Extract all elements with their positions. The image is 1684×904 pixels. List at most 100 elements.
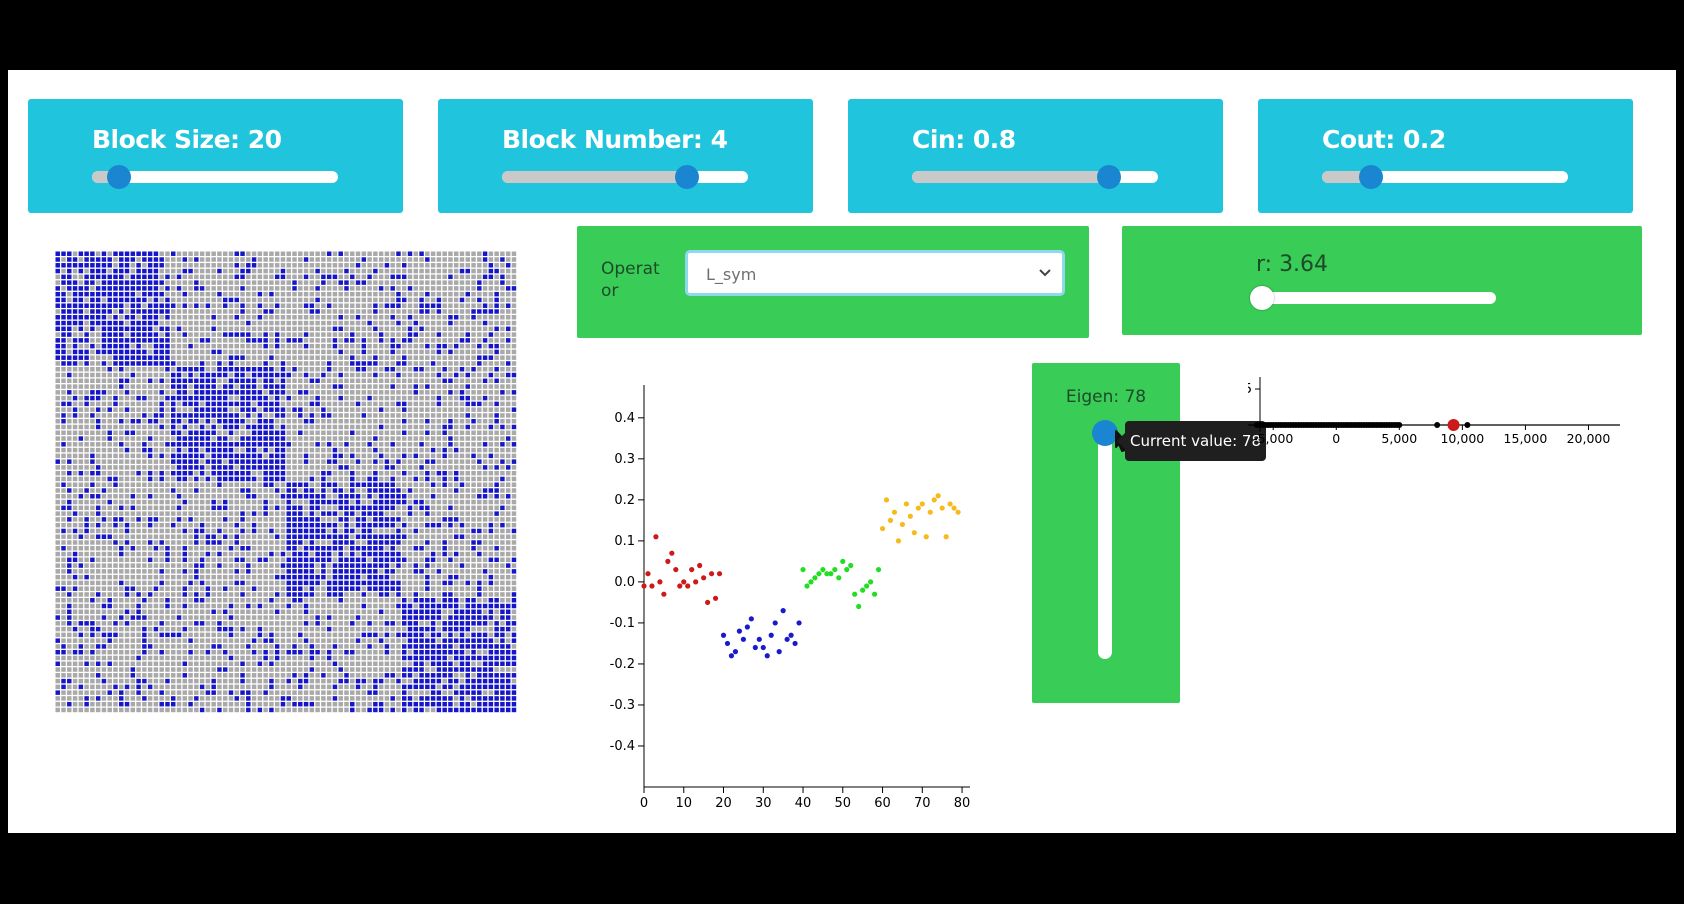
matrix-cell (471, 540, 476, 545)
matrix-cell (274, 395, 280, 401)
matrix-cell (263, 303, 268, 308)
matrix-cell (338, 395, 343, 401)
matrix-cell (240, 309, 245, 314)
matrix-cell (188, 309, 193, 314)
matrix-cell (494, 401, 499, 407)
matrix-cell (425, 447, 430, 453)
matrix-cell (477, 482, 482, 487)
block-size-slider[interactable] (92, 165, 338, 189)
slider-thumb[interactable] (674, 165, 699, 189)
matrix-cell (165, 540, 170, 545)
matrix-cell (188, 465, 193, 470)
matrix-cell (228, 367, 234, 372)
matrix-cell (430, 424, 436, 430)
matrix-cell (61, 361, 66, 366)
matrix-cell (176, 268, 182, 274)
matrix-cell (378, 442, 384, 447)
matrix-cell (84, 580, 89, 586)
slider-thumb[interactable] (107, 165, 132, 189)
matrix-cell (425, 395, 430, 401)
matrix-cell (373, 274, 378, 280)
matrix-cell (459, 332, 465, 337)
matrix-cell (222, 424, 228, 430)
matrix-cell (176, 488, 182, 493)
matrix-cell (500, 303, 505, 308)
matrix-cell (228, 511, 234, 516)
matrix-cell (72, 592, 78, 597)
matrix-cell (159, 407, 164, 412)
matrix-cell (61, 384, 66, 389)
matrix-cell (171, 546, 176, 551)
slider-track[interactable] (1322, 171, 1568, 183)
matrix-cell (228, 349, 234, 355)
matrix-cell (136, 511, 141, 516)
matrix-cell (471, 574, 476, 580)
slider-thumb[interactable] (1359, 165, 1384, 189)
matrix-cell (205, 291, 211, 297)
matrix-cell (142, 251, 147, 256)
matrix-cell (482, 280, 488, 285)
cin-slider[interactable] (912, 165, 1158, 189)
matrix-cell (147, 309, 153, 314)
matrix-cell (205, 257, 211, 262)
matrix-cell (373, 280, 378, 285)
matrix-cell (246, 598, 251, 603)
matrix-cell (448, 557, 453, 563)
matrix-cell (222, 349, 228, 355)
matrix-cell (84, 453, 89, 459)
matrix-cell (84, 598, 89, 603)
matrix-cell (419, 332, 424, 337)
matrix-cell (234, 528, 239, 534)
matrix-cell (234, 418, 239, 424)
slider-track[interactable] (92, 171, 338, 183)
matrix-cell (367, 257, 372, 262)
matrix-cell (263, 297, 268, 303)
matrix-cell (384, 494, 390, 499)
block-number-slider[interactable] (502, 165, 748, 189)
matrix-cell (142, 574, 147, 580)
matrix-cell (419, 355, 424, 360)
matrix-cell (448, 251, 453, 256)
matrix-cell (361, 378, 367, 384)
matrix-cell (494, 395, 499, 401)
matrix-cell (361, 401, 367, 407)
matrix-cell (419, 453, 424, 459)
matrix-cell (55, 511, 60, 516)
matrix-cell (511, 551, 517, 557)
matrix-cell (500, 453, 505, 459)
matrix-cell (477, 442, 482, 447)
matrix-cell (84, 407, 89, 412)
matrix-cell (240, 534, 245, 539)
matrix-cell (298, 447, 303, 453)
matrix-cell (194, 297, 199, 303)
matrix-cell (269, 540, 274, 545)
matrix-cell (511, 522, 517, 528)
matrix-cell (113, 424, 118, 430)
matrix-cell (309, 355, 315, 360)
matrix-cell (471, 263, 476, 268)
matrix-cell (101, 476, 107, 482)
matrix-cell (246, 367, 251, 372)
matrix-cell (234, 476, 239, 482)
matrix-cell (61, 355, 66, 360)
matrix-cell (211, 286, 216, 291)
matrix-cell (72, 424, 78, 430)
matrix-cell (465, 338, 470, 343)
matrix-cell (142, 494, 147, 499)
matrix-cell (448, 453, 453, 459)
matrix-cell (407, 476, 413, 482)
cout-slider[interactable] (1322, 165, 1568, 189)
matrix-cell (309, 367, 315, 372)
matrix-cell (222, 580, 228, 586)
matrix-cell (459, 320, 465, 326)
matrix-cell (436, 499, 442, 505)
matrix-cell (378, 598, 384, 603)
matrix-cell (147, 338, 153, 343)
matrix-cell (292, 424, 297, 430)
matrix-cell (95, 586, 101, 591)
matrix-cell (269, 263, 274, 268)
matrix-cell (373, 598, 378, 603)
matrix-cell (350, 574, 355, 580)
matrix-cell (251, 378, 257, 384)
slider-thumb[interactable] (1096, 165, 1121, 189)
